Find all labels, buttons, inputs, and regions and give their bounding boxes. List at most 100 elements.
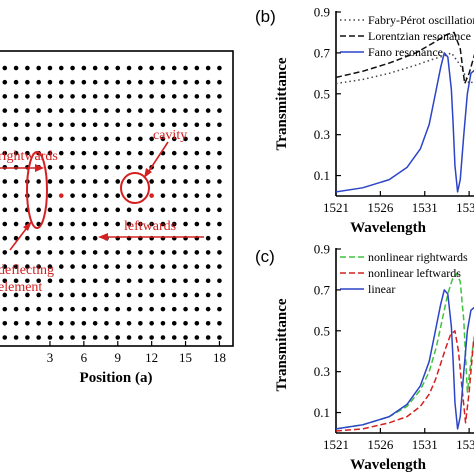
- lattice-rod: [47, 292, 53, 298]
- lattice-rod: [183, 179, 188, 184]
- y-tick-label: 0.1: [314, 168, 330, 183]
- lattice-rod: [138, 108, 143, 113]
- y-tick-label: 0.3: [314, 364, 330, 379]
- lattice-rod: [115, 179, 121, 184]
- lattice-rod: [2, 278, 8, 284]
- lattice-rod: [2, 235, 8, 241]
- lattice-rod: [81, 179, 87, 184]
- lattice-rod: [160, 122, 166, 128]
- lattice-rod: [115, 264, 121, 269]
- lattice-rod: [126, 122, 132, 128]
- lattice-rod: [70, 264, 75, 269]
- lattice-rod: [25, 250, 30, 255]
- defect-rod: [149, 193, 154, 198]
- lattice-rod: [217, 235, 222, 241]
- deflecting-label-line1: deflecting: [0, 263, 54, 278]
- lattice-rod: [217, 108, 222, 113]
- lattice-rod: [160, 278, 166, 284]
- lattice-rod: [217, 321, 222, 326]
- lattice-rod: [160, 136, 166, 142]
- legend-entry: linear: [368, 282, 395, 296]
- lattice-rod: [194, 65, 200, 71]
- lattice-rod: [13, 250, 19, 255]
- y-tick-label: 0.5: [314, 323, 330, 338]
- lattice-rod: [217, 193, 222, 198]
- lattice-rod: [2, 79, 8, 85]
- lattice-rod: [138, 122, 143, 128]
- lattice-rod: [36, 108, 41, 113]
- lattice-rod: [92, 108, 98, 113]
- lattice-rod: [25, 136, 30, 142]
- lattice-rod: [194, 306, 200, 312]
- panel-c-y-label: Transmittance: [274, 298, 290, 391]
- lattice-rod: [194, 335, 200, 340]
- lattice-rod: [171, 108, 177, 113]
- lattice-rod: [217, 264, 222, 269]
- lattice-rod: [92, 250, 98, 255]
- lattice-rod: [205, 79, 211, 85]
- lattice-rod: [183, 94, 188, 99]
- lattice-rod: [205, 122, 211, 128]
- rightwards-arrowhead: [35, 164, 44, 172]
- lattice-rod: [115, 122, 121, 128]
- lattice-rod: [70, 292, 75, 298]
- lattice-rod: [81, 335, 87, 340]
- lattice-rod: [58, 264, 64, 269]
- lattice-rod: [126, 207, 132, 213]
- lattice-rod: [126, 179, 132, 184]
- lattice-rod: [104, 321, 109, 326]
- lattice-rod: [160, 193, 166, 198]
- lattice-rod: [25, 292, 30, 298]
- lattice-rod: [149, 250, 154, 255]
- lattice-rod: [183, 306, 188, 312]
- lattice-rod: [160, 335, 166, 340]
- panel-a-frame: [0, 50, 234, 347]
- lattice-rod: [115, 79, 121, 85]
- lattice-rod: [104, 306, 109, 312]
- y-tick-label: 0.9: [314, 5, 330, 20]
- x-tick-label: 15: [179, 350, 192, 365]
- lattice-rod: [92, 65, 98, 71]
- lattice-rod: [160, 79, 166, 85]
- defects: [58, 193, 154, 198]
- lattice-rod: [194, 278, 200, 284]
- lattice-rod: [138, 306, 143, 312]
- lattice-rod: [13, 321, 19, 326]
- lattice-rod: [160, 321, 166, 326]
- lattice-rod: [25, 65, 30, 71]
- lattice-rod: [138, 94, 143, 99]
- lattice-rod: [115, 165, 121, 170]
- lattice-rod: [92, 136, 98, 142]
- lattice-rod: [149, 108, 154, 113]
- lattice-rod: [2, 292, 8, 298]
- cavity-label: cavity: [153, 128, 187, 143]
- lattice-rod: [104, 65, 109, 71]
- lattice-rod: [47, 335, 53, 340]
- x-tick-label: 9: [115, 350, 122, 365]
- lattice-rod: [149, 306, 154, 312]
- lattice-rod: [2, 94, 8, 99]
- lattice-rod: [13, 292, 19, 298]
- legend-entry: nonlinear leftwards: [368, 266, 461, 280]
- lattice-rod: [70, 306, 75, 312]
- lattice-rod: [70, 335, 75, 340]
- x-tick-label: 1536: [456, 437, 474, 452]
- lattice-rod: [36, 250, 41, 255]
- lattice-rod: [25, 150, 30, 156]
- lattice-rod: [25, 108, 30, 113]
- lattice-rod: [47, 207, 53, 213]
- lattice-rod: [115, 221, 121, 227]
- lattice-rod: [149, 65, 154, 71]
- lattice-rod: [81, 264, 87, 269]
- lattice-rod: [149, 264, 154, 269]
- lattice-rod: [36, 321, 41, 326]
- lattice-rod: [205, 207, 211, 213]
- lattice-rod: [205, 179, 211, 184]
- lattice-rod: [47, 122, 53, 128]
- lattice-rod: [47, 165, 53, 170]
- defect-rod: [58, 193, 64, 198]
- lattice-rod: [47, 264, 53, 269]
- lattice-rod: [171, 136, 177, 142]
- lattice-rod: [36, 292, 41, 298]
